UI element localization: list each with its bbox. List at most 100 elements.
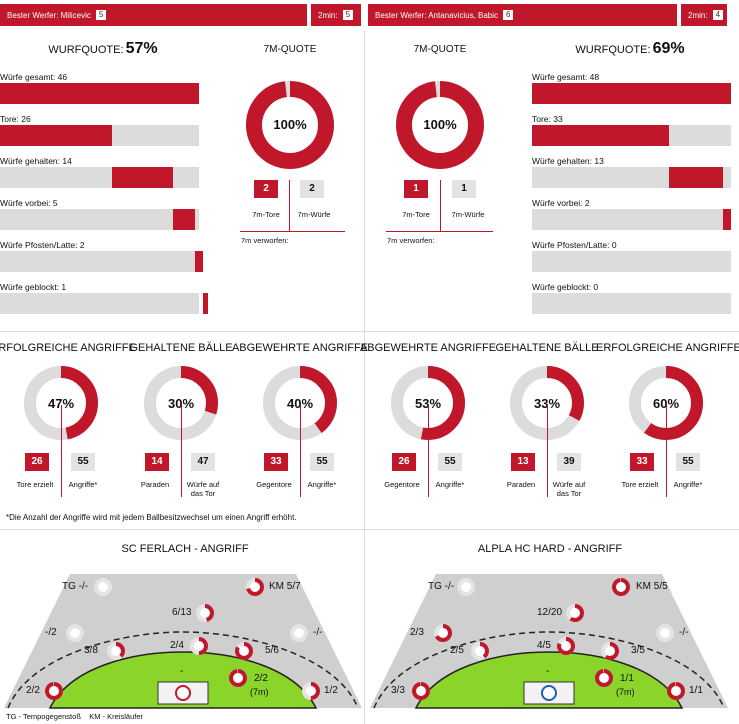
footnote: *Die Anzahl der Angriffe wird mit jedem … bbox=[6, 513, 297, 522]
court-label-p56: 3/5 bbox=[631, 645, 645, 656]
bar-label: Würfe gesamt: 48 bbox=[532, 72, 600, 82]
bar-label: Würfe gehalten: 14 bbox=[0, 156, 72, 166]
bar-label: Tore: 26 bbox=[0, 114, 31, 124]
court-label-p24: 2/4 bbox=[170, 640, 184, 651]
court-label-p613: 12/20 bbox=[537, 607, 563, 618]
court-marker-seven bbox=[595, 669, 613, 687]
bar-fill bbox=[112, 167, 174, 188]
bar-label: Würfe gehalten: 13 bbox=[532, 156, 604, 166]
court-marker-p22 bbox=[45, 682, 63, 700]
donut-pct: 53% bbox=[414, 396, 442, 411]
bar-fill bbox=[194, 251, 204, 272]
donut-value-b: 55 bbox=[71, 453, 95, 471]
divider-line bbox=[289, 180, 290, 232]
courts-graphic bbox=[4, 574, 728, 709]
court-label-km: KM 5/5 bbox=[636, 581, 668, 592]
bar-fill bbox=[532, 83, 731, 104]
donut-value-a: 26 bbox=[25, 453, 49, 471]
donut-label-b: Würfe auf das Tor bbox=[552, 480, 586, 498]
divider-line bbox=[240, 231, 345, 232]
donut-label-b: Angriffe* bbox=[435, 480, 465, 489]
court-label-p22: 3/3 bbox=[391, 685, 405, 696]
team-logo-right bbox=[541, 685, 557, 701]
donut-pct: 30% bbox=[167, 396, 195, 411]
donut-pct: 33% bbox=[533, 396, 561, 411]
court-marker-p12 bbox=[667, 682, 685, 700]
bar-fill bbox=[0, 125, 113, 146]
bar-track bbox=[532, 251, 731, 272]
court-marker-tg bbox=[94, 578, 112, 596]
twomin-label: 2min: bbox=[318, 10, 338, 20]
court-marker-p613 bbox=[196, 604, 214, 622]
best-thrower-bar-right: Bester Werfer: Antanavicius, Babic 6 bbox=[368, 4, 677, 26]
court-marker-km bbox=[612, 578, 630, 596]
best-thrower-label: Bester Werfer: Milicevic bbox=[7, 10, 91, 20]
best-thrower-bar-left: Bester Werfer: Milicevic 5 bbox=[0, 4, 307, 26]
donut-label-b: Würfe auf das Tor bbox=[186, 480, 220, 498]
sevenm-title: 7M-QUOTE bbox=[413, 44, 467, 55]
court-label-p56: 5/6 bbox=[265, 645, 279, 656]
donut-label-b: Angriffe* bbox=[673, 480, 703, 489]
twomin-bar-left: 2min: 5 bbox=[311, 4, 361, 26]
twomin-count: 4 bbox=[711, 9, 725, 21]
court-marker-tg bbox=[457, 578, 475, 596]
divider-line bbox=[440, 180, 441, 232]
court-label-rw_back: -/- bbox=[313, 627, 323, 638]
donut-title: ABGEWEHRTE ANGRIFFE bbox=[231, 342, 369, 354]
sevenm-wuerfe-value: 2 bbox=[300, 180, 324, 198]
donut-label-a: Tore erzielt bbox=[16, 480, 54, 489]
divider-line bbox=[666, 405, 667, 497]
court-marker-p56 bbox=[601, 642, 619, 660]
wurfquote-title: WURFQUOTE: 69% bbox=[575, 40, 685, 57]
divider-line bbox=[428, 405, 429, 497]
donut-arc bbox=[24, 366, 98, 440]
donut-arc bbox=[246, 81, 334, 169]
bar-fill bbox=[668, 167, 723, 188]
bar-label: Würfe vorbei: 2 bbox=[532, 198, 590, 208]
donut-label-b: Angriffe* bbox=[307, 480, 337, 489]
court-title-left: SC FERLACH - ANGRIFF bbox=[121, 543, 249, 555]
court-marker-rw_back bbox=[290, 624, 308, 642]
section-divider bbox=[0, 331, 739, 332]
twomin-label: 2min: bbox=[688, 10, 708, 20]
goal-area-left bbox=[48, 651, 318, 709]
court-label-lw_back: -/2 bbox=[45, 627, 57, 638]
wurfquote-value: 69% bbox=[652, 40, 685, 57]
sevenm-donut-right bbox=[396, 81, 484, 169]
court-marker-km bbox=[246, 578, 264, 596]
donut-value-b: 47 bbox=[191, 453, 215, 471]
donut-value-a: 13 bbox=[511, 453, 535, 471]
court-marker-p38 bbox=[471, 642, 489, 660]
bar-fill bbox=[532, 125, 669, 146]
bar-track bbox=[0, 209, 199, 230]
divider-line bbox=[61, 405, 62, 497]
court-label-p22: 2/2 bbox=[26, 685, 40, 696]
court-title-right: ALPLA HC HARD - ANGRIFF bbox=[477, 543, 623, 555]
court-marker-p12 bbox=[302, 682, 320, 700]
court-marker-p613 bbox=[566, 604, 584, 622]
donut-title: ERFOLGREICHE ANGRIFFE bbox=[0, 342, 136, 354]
donut-label-a: Gegentore bbox=[384, 480, 420, 489]
donut-arc bbox=[144, 366, 218, 440]
donut-value-b: 55 bbox=[310, 453, 334, 471]
bar-label: Würfe gesamt: 46 bbox=[0, 72, 68, 82]
court-label-7m: (7m) bbox=[250, 687, 269, 697]
sevenm-tore-label: 7m-Tore bbox=[252, 210, 280, 219]
court-label-p38: 3/8 bbox=[84, 645, 98, 656]
bar-track bbox=[0, 251, 199, 272]
free-throw-line-left bbox=[7, 631, 359, 709]
sevenm-tore-value: 1 bbox=[404, 180, 428, 198]
court-marker-p38 bbox=[107, 642, 125, 660]
bar-fill bbox=[722, 209, 731, 230]
court-label-tg: TG -/- bbox=[428, 581, 455, 592]
center-divider bbox=[364, 30, 365, 724]
bar-label: Würfe Pfosten/Latte: 2 bbox=[0, 240, 85, 250]
wurfquote-value: 57% bbox=[125, 40, 158, 57]
court-label-p12: 1/1 bbox=[689, 685, 703, 696]
donut-label-a: Tore erzielt bbox=[621, 480, 659, 489]
donut-value-b: 39 bbox=[557, 453, 581, 471]
bar-label: Würfe vorbei: 5 bbox=[0, 198, 58, 208]
best-thrower-label: Bester Werfer: Antanavicius, Babic bbox=[375, 10, 499, 20]
donut-value-b: 55 bbox=[438, 453, 462, 471]
court-label-p24: 4/5 bbox=[537, 640, 551, 651]
